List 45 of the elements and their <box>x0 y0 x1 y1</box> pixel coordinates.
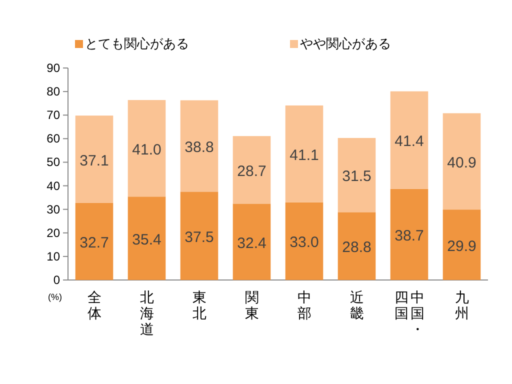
y-tick-label: 70 <box>46 108 60 122</box>
bar <box>442 210 481 280</box>
bar <box>285 202 324 280</box>
bar <box>232 136 271 204</box>
y-tick-label: 80 <box>46 84 60 99</box>
data-label: 33.0 <box>290 234 319 252</box>
data-label: 37.5 <box>184 228 214 246</box>
bar <box>232 204 271 280</box>
y-tick-label: 20 <box>46 226 60 240</box>
data-label: 35.4 <box>132 231 162 248</box>
y-tick-label: 90 <box>46 61 60 75</box>
data-label: 40.9 <box>447 154 476 172</box>
bar <box>128 196 166 280</box>
data-label: 28.8 <box>342 239 372 256</box>
data-label: 29.9 <box>447 238 476 255</box>
bar <box>338 212 376 280</box>
bar <box>75 116 114 203</box>
data-label: 31.5 <box>342 168 372 186</box>
data-label: 38.8 <box>184 138 214 156</box>
y-tick-label: 40 <box>46 178 60 193</box>
bar <box>390 188 428 280</box>
data-label: 37.1 <box>80 152 109 170</box>
bar <box>338 138 376 212</box>
data-label: 32.7 <box>80 234 109 252</box>
bar <box>75 202 114 280</box>
bar <box>128 100 166 197</box>
y-tick-label: 50 <box>46 155 60 170</box>
legend-label: やや関心がある <box>300 36 391 51</box>
data-label: 41.4 <box>394 133 424 150</box>
bar <box>180 100 218 192</box>
y-tick-label: 10 <box>46 249 60 264</box>
bar <box>442 113 481 210</box>
data-label: 32.4 <box>237 234 266 252</box>
data-label: 28.7 <box>237 162 266 180</box>
y-tick-label: 0 <box>53 273 60 287</box>
bar <box>285 105 324 202</box>
y-axis-title: (%) <box>48 292 62 302</box>
bar <box>180 192 218 280</box>
bar <box>390 91 428 189</box>
data-label: 38.7 <box>394 227 424 244</box>
data-label: 41.1 <box>290 146 319 164</box>
y-tick-label: 60 <box>46 132 60 146</box>
y-tick-label: 30 <box>46 202 60 216</box>
legend-label: とても関心がある <box>85 36 189 51</box>
data-label: 41.0 <box>132 141 162 158</box>
